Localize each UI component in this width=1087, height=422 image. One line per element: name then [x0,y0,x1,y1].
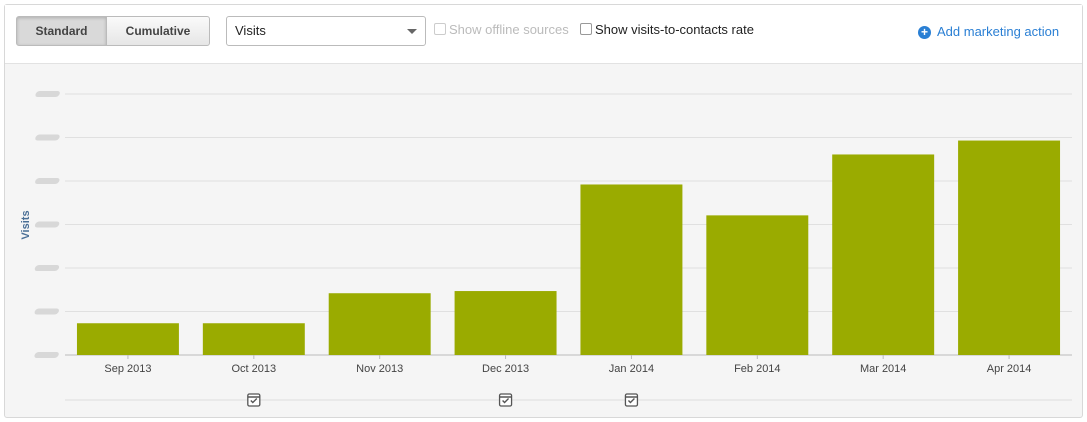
x-tick-label: Feb 2014 [734,363,780,375]
cumulative-button[interactable]: Cumulative [106,16,210,46]
blurred-tick [34,352,59,358]
x-tick-label: Jan 2014 [609,363,654,375]
checkbox [434,23,446,35]
action-label[interactable]: Add marketing action [937,24,1060,39]
y-axis-label: Visits [20,210,32,239]
blurred-tick [35,91,60,97]
x-tick-label: Apr 2014 [987,363,1032,375]
blurred-tick [35,178,60,184]
toolbar: Standard Cumulative Visits Show offline … [5,5,1082,64]
calendar-icon [498,393,513,407]
checkbox-label[interactable]: Show visits-to-contacts rate [595,22,754,37]
x-tick-label: Sep 2013 [104,363,151,375]
metric-select[interactable]: Visits [226,16,426,46]
bar [454,291,557,355]
x-tick-label: Oct 2013 [231,363,276,375]
blurred-tick [34,265,60,271]
x-tick-label: Nov 2013 [356,363,403,375]
bar [580,184,683,355]
plus-icon: + [918,26,931,39]
blurred-tick [34,308,59,315]
bar [832,154,935,355]
add-action[interactable]: + Add marketing action [918,24,1059,39]
marketing-actions [247,393,639,407]
checkbox-label: Show offline sources [449,22,569,37]
rate-checkbox[interactable]: Show visits-to-contacts rate [580,22,754,37]
x-tick-label: Dec 2013 [482,363,529,375]
calendar-check [250,398,258,404]
blurred-tick [34,221,60,228]
bar [706,215,809,355]
bar [328,293,431,355]
calendar-check [502,398,510,404]
offline-checkbox: Show offline sources [434,22,569,37]
calendar-icon [247,393,261,407]
bar [958,140,1061,355]
blurred-tick [35,134,60,141]
bar [202,323,305,355]
calendar-icon [624,393,639,407]
bar [76,323,179,355]
checkbox[interactable] [580,23,592,35]
calendar-check [627,398,635,404]
x-tick-label: Mar 2014 [860,363,906,375]
